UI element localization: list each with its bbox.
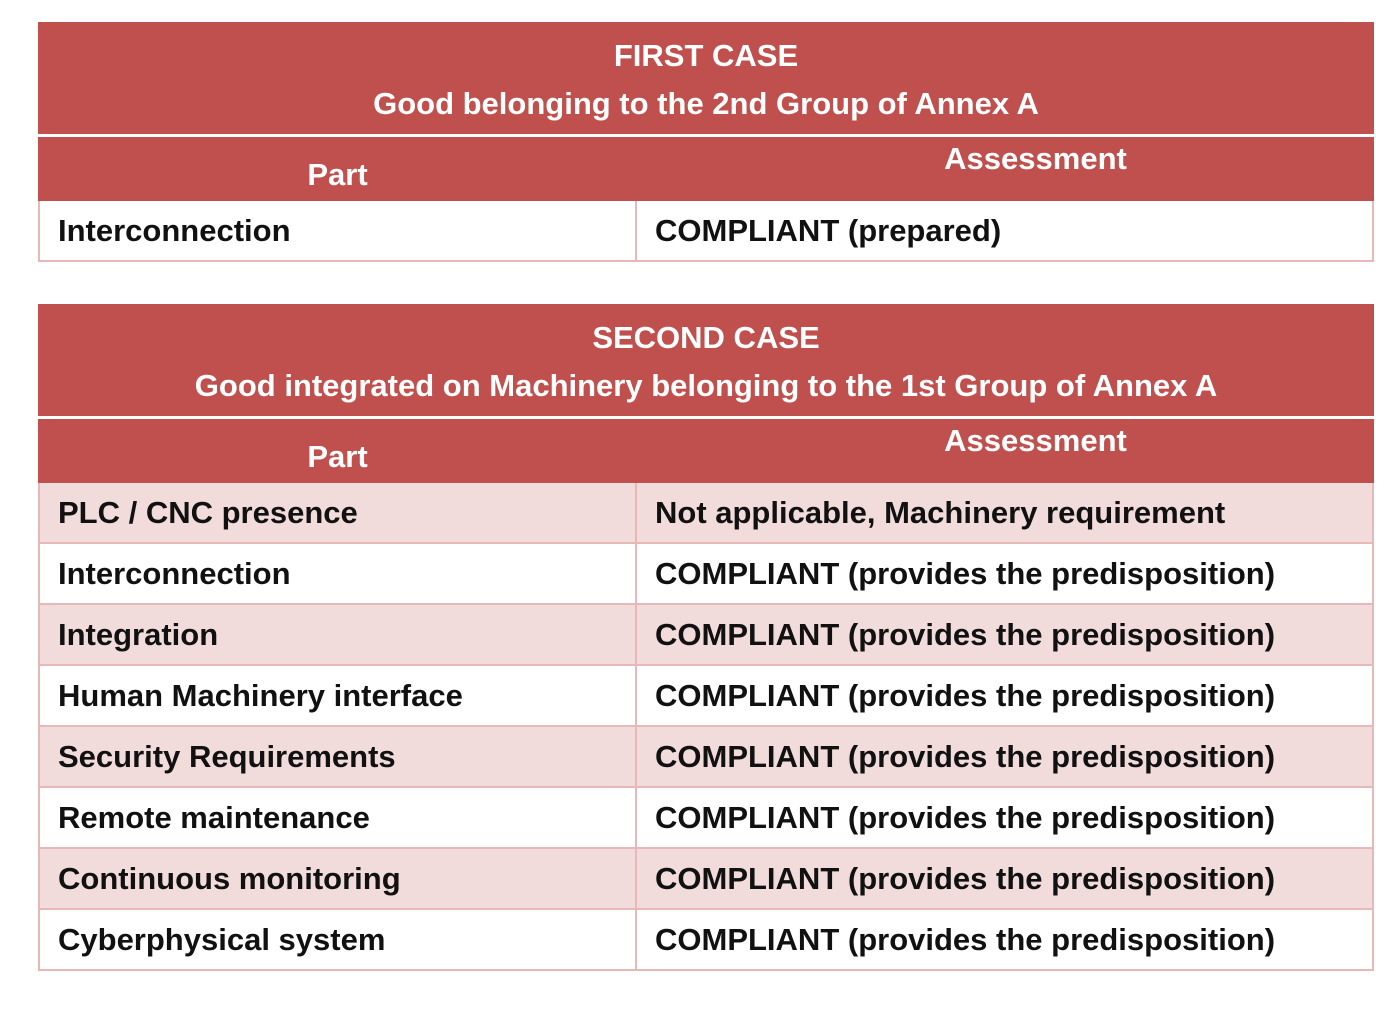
part-cell: Remote maintenance xyxy=(38,786,637,849)
assessment-cell: COMPLIANT (provides the predisposition) xyxy=(634,847,1375,910)
assessment-cell: COMPLIANT (provides the predisposition) xyxy=(634,664,1375,727)
table-row: Human Machinery interface COMPLIANT (pro… xyxy=(38,664,1375,727)
first-case-title-row: FIRST CASE Good belonging to the 2nd Gro… xyxy=(37,22,1375,137)
table-row: Interconnection COMPLIANT (prepared) xyxy=(38,199,1375,262)
part-cell: Human Machinery interface xyxy=(38,664,637,727)
table-row: Remote maintenance COMPLIANT (provides t… xyxy=(38,786,1375,849)
second-case-title-cell: SECOND CASE Good integrated on Machinery… xyxy=(37,304,1375,419)
table-row: Integration COMPLIANT (provides the pred… xyxy=(38,603,1375,666)
first-case-assessment-header: Assessment xyxy=(634,134,1375,201)
second-case-title: SECOND CASE xyxy=(592,320,820,355)
first-case-title-cell: FIRST CASE Good belonging to the 2nd Gro… xyxy=(37,22,1375,137)
second-case-title-row: SECOND CASE Good integrated on Machinery… xyxy=(37,304,1375,419)
part-cell: Security Requirements xyxy=(38,725,637,788)
assessment-cell: COMPLIANT (prepared) xyxy=(634,199,1375,262)
second-case-header-row: Part Assessment xyxy=(38,416,1375,483)
second-case-assessment-header: Assessment xyxy=(634,416,1375,483)
assessment-cell: COMPLIANT (provides the predisposition) xyxy=(634,725,1375,788)
part-cell: Integration xyxy=(38,603,637,666)
first-case-subtitle: Good belonging to the 2nd Group of Annex… xyxy=(373,86,1039,121)
assessment-cell: COMPLIANT (provides the predisposition) xyxy=(634,542,1375,605)
assessment-cell: COMPLIANT (provides the predisposition) xyxy=(634,603,1375,666)
table-row: Cyberphysical system COMPLIANT (provides… xyxy=(38,908,1375,971)
first-case-table: FIRST CASE Good belonging to the 2nd Gro… xyxy=(37,22,1375,262)
first-case-part-header: Part xyxy=(38,134,637,201)
table-row: Interconnection COMPLIANT (provides the … xyxy=(38,542,1375,605)
first-case-header-row: Part Assessment xyxy=(38,134,1375,201)
part-cell: Cyberphysical system xyxy=(38,908,637,971)
table-row: Continuous monitoring COMPLIANT (provide… xyxy=(38,847,1375,910)
table-row: PLC / CNC presence Not applicable, Machi… xyxy=(38,481,1375,544)
second-case-table: SECOND CASE Good integrated on Machinery… xyxy=(37,304,1375,971)
first-case-title: FIRST CASE xyxy=(613,38,799,73)
second-case-part-header: Part xyxy=(38,416,637,483)
assessment-cell: Not applicable, Machinery requirement xyxy=(634,481,1375,544)
assessment-cell: COMPLIANT (provides the predisposition) xyxy=(634,908,1375,971)
second-case-subtitle: Good integrated on Machinery belonging t… xyxy=(194,368,1218,403)
part-cell: Continuous monitoring xyxy=(38,847,637,910)
assessment-cell: COMPLIANT (provides the predisposition) xyxy=(634,786,1375,849)
part-cell: PLC / CNC presence xyxy=(38,481,637,544)
table-row: Security Requirements COMPLIANT (provide… xyxy=(38,725,1375,788)
part-cell: Interconnection xyxy=(38,199,637,262)
part-cell: Interconnection xyxy=(38,542,637,605)
